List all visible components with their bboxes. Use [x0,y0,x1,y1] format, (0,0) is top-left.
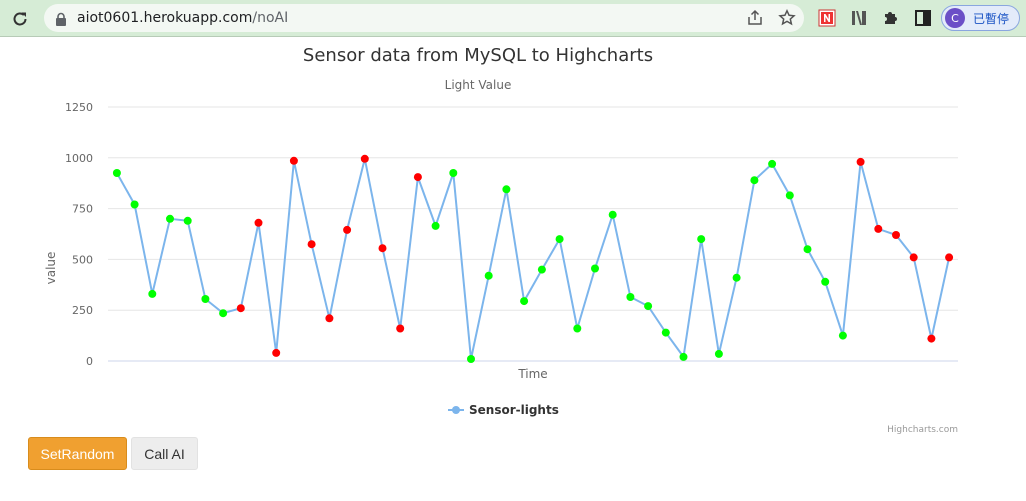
profile-button[interactable]: C 已暫停 [941,5,1020,31]
grid-lines [108,106,958,362]
data-point[interactable] [183,216,192,225]
data-point[interactable] [449,169,458,177]
profile-status: 已暫停 [973,12,1010,26]
data-point[interactable] [343,225,352,234]
set-random-button[interactable]: SetRandom [28,437,127,470]
data-point[interactable] [431,221,440,230]
data-point[interactable] [555,235,564,244]
y-tick-label: 1000 [65,152,93,165]
y-axis-ticks: 0 250 500 750 1000 1250 [65,101,93,368]
data-point[interactable] [838,331,847,340]
extension-n-icon[interactable] [817,8,837,28]
data-point[interactable] [537,265,546,274]
address-bar[interactable]: aiot0601.herokuapp.com/noAI [44,4,804,32]
data-point[interactable] [484,271,493,280]
call-ai-button[interactable]: Call AI [131,437,198,470]
y-tick-label: 1250 [65,101,93,114]
data-point[interactable] [697,235,706,244]
avatar: C [945,8,965,28]
data-point[interactable] [325,314,334,323]
legend-marker [452,406,460,414]
data-point[interactable] [219,309,228,318]
data-point[interactable] [307,240,316,249]
data-point[interactable] [874,224,883,233]
data-point[interactable] [130,200,139,209]
data-point[interactable] [272,348,281,357]
y-tick-label: 500 [72,253,93,266]
lock-icon [54,11,68,26]
bookmark-star-icon[interactable] [778,9,796,27]
url-path: /noAI [252,10,289,26]
data-point[interactable] [909,253,918,262]
series-markers [112,154,954,363]
data-point[interactable] [591,264,599,273]
y-tick-label: 250 [72,304,93,317]
data-point[interactable] [679,352,688,361]
data-point[interactable] [626,293,635,301]
data-point[interactable] [892,231,900,239]
x-axis-title: Time [517,367,547,381]
data-point[interactable] [803,245,812,254]
data-point[interactable] [360,154,369,163]
data-point[interactable] [413,173,422,182]
data-point[interactable] [467,355,475,363]
chart-title: Sensor data from MySQL to Highcharts [303,45,653,66]
data-point[interactable] [608,210,617,219]
data-point[interactable] [254,218,263,227]
data-point[interactable] [396,324,405,333]
share-icon[interactable] [746,9,764,27]
url-host: aiot0601.herokuapp.com [77,10,253,26]
data-point[interactable] [112,169,121,177]
data-point[interactable] [166,214,174,223]
data-point[interactable] [661,328,670,337]
data-point[interactable] [378,244,387,253]
side-panel-icon[interactable] [913,8,933,28]
data-point[interactable] [945,253,954,262]
url-text: aiot0601.herokuapp.com/noAI [77,10,288,26]
data-point[interactable] [502,185,511,194]
data-point[interactable] [927,334,936,343]
data-point[interactable] [732,273,741,282]
data-point[interactable] [714,349,723,358]
browser-toolbar: aiot0601.herokuapp.com/noAI C 已暫停 [0,0,1026,37]
data-point[interactable] [289,156,298,165]
extensions-puzzle-icon[interactable] [881,8,901,28]
data-point[interactable] [201,295,210,303]
data-point[interactable] [768,159,777,168]
data-point[interactable] [644,302,653,311]
data-point[interactable] [520,297,529,306]
y-axis-title: value [44,252,58,285]
y-tick-label: 750 [72,203,93,216]
data-point[interactable] [785,191,794,200]
data-point[interactable] [821,277,830,286]
extension-grid-icon[interactable] [849,8,869,28]
data-point[interactable] [236,304,245,313]
reload-icon[interactable] [9,8,31,30]
chart-subtitle: Light Value [445,78,512,92]
data-point[interactable] [750,176,759,185]
sensor-chart: Sensor data from MySQL to Highcharts Lig… [44,45,958,435]
legend-item[interactable]: Sensor-lights [448,403,559,417]
y-tick-label: 0 [86,355,93,368]
credits-link[interactable]: Highcharts.com [887,425,958,435]
series-line [116,158,951,360]
data-point[interactable] [148,289,157,298]
data-point[interactable] [856,157,865,166]
data-point[interactable] [573,324,582,333]
legend-label: Sensor-lights [469,403,559,417]
